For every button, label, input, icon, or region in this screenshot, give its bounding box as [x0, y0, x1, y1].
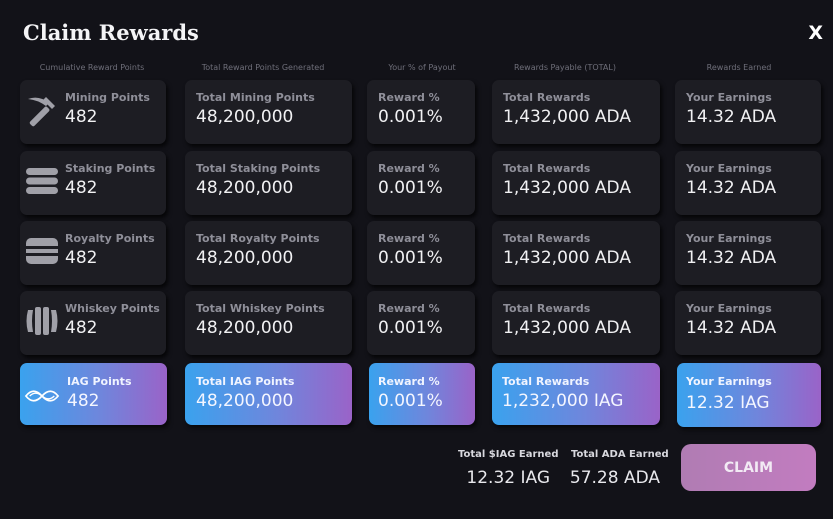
reward-percent-label: Reward %: [378, 302, 440, 315]
royalty-points-card: Royalty Points 482: [20, 221, 166, 285]
whiskey-earnings-card: Your Earnings 14.32 ADA: [675, 291, 821, 355]
earnings-label: Your Earnings: [686, 232, 772, 245]
iag-logo-icon: [24, 378, 60, 414]
staking-total-rewards-card: Total Rewards 1,432,000 ADA: [492, 151, 660, 215]
reward-percent-label: Reward %: [378, 91, 440, 104]
total-rewards-value: 1,432,000 ADA: [503, 248, 631, 268]
barrel-icon: [24, 303, 60, 339]
total-points-value: 48,200,000: [196, 178, 294, 198]
reward-percent-value: 0.001%: [378, 107, 443, 127]
column-header-rewards-payable: Rewards Payable (TOTAL): [514, 63, 616, 72]
points-value: 482: [65, 107, 98, 127]
claim-button[interactable]: CLAIM: [681, 444, 816, 491]
reward-percent-value: 0.001%: [378, 178, 443, 198]
total-rewards-value: 1,432,000 ADA: [503, 318, 631, 338]
total-iag-earned-value: 12.32 IAG: [466, 468, 550, 488]
total-ada-earned-label: Total ADA Earned: [571, 449, 669, 460]
mining-earnings-card: Your Earnings 14.32 ADA: [675, 80, 821, 144]
reward-percent-label: Reward %: [378, 162, 440, 175]
reward-percent-value: 0.001%: [378, 391, 443, 411]
total-points-value: 48,200,000: [196, 107, 294, 127]
pickaxe-icon: [24, 92, 60, 128]
earnings-value: 14.32 ADA: [686, 318, 777, 338]
total-iag-earned-label: Total $IAG Earned: [458, 449, 559, 460]
total-rewards-value: 1,232,000 IAG: [502, 391, 624, 411]
points-label: Whiskey Points: [65, 302, 160, 315]
staking-earnings-card: Your Earnings 14.32 ADA: [675, 151, 821, 215]
points-label: IAG Points: [67, 375, 132, 388]
total-rewards-label: Total Rewards: [503, 302, 591, 315]
total-rewards-label: Total Rewards: [502, 375, 590, 388]
total-points-value: 48,200,000: [196, 318, 294, 338]
points-label: Staking Points: [65, 162, 156, 175]
total-royalty-points-card: Total Royalty Points 48,200,000: [185, 221, 352, 285]
earnings-value: 12.32 IAG: [686, 393, 770, 413]
total-points-value: 48,200,000: [196, 248, 294, 268]
total-points-label: Total Whiskey Points: [196, 302, 325, 315]
total-staking-points-card: Total Staking Points 48,200,000: [185, 151, 352, 215]
points-value: 482: [65, 248, 98, 268]
total-points-label: Total Mining Points: [196, 91, 315, 104]
earnings-value: 14.32 ADA: [686, 107, 777, 127]
mining-reward-percent-card: Reward % 0.001%: [367, 80, 475, 144]
points-label: Mining Points: [65, 91, 150, 104]
reward-percent-label: Reward %: [378, 232, 440, 245]
total-points-label: Total IAG Points: [196, 375, 295, 388]
close-button[interactable]: X: [808, 22, 823, 44]
iag-points-card: IAG Points 482: [20, 363, 167, 425]
earnings-label: Your Earnings: [686, 91, 772, 104]
whiskey-total-rewards-card: Total Rewards 1,432,000 ADA: [492, 291, 660, 355]
total-whiskey-points-card: Total Whiskey Points 48,200,000: [185, 291, 352, 355]
earnings-label: Your Earnings: [686, 302, 772, 315]
total-rewards-label: Total Rewards: [503, 232, 591, 245]
total-points-value: 48,200,000: [196, 391, 294, 411]
iag-reward-percent-card: Reward % 0.001%: [369, 363, 475, 425]
mining-points-card: Mining Points 482: [20, 80, 166, 144]
reward-percent-value: 0.001%: [378, 248, 443, 268]
total-ada-earned-value: 57.28 ADA: [569, 468, 660, 488]
total-points-label: Total Staking Points: [196, 162, 321, 175]
mining-total-rewards-card: Total Rewards 1,432,000 ADA: [492, 80, 660, 144]
points-value: 482: [65, 178, 98, 198]
royalty-reward-percent-card: Reward % 0.001%: [367, 221, 475, 285]
iag-earnings-card: Your Earnings 12.32 IAG: [677, 363, 821, 427]
modal-title: Claim Rewards: [23, 20, 199, 45]
whiskey-reward-percent-card: Reward % 0.001%: [367, 291, 475, 355]
column-header-cumulative-points: Cumulative Reward Points: [39, 63, 145, 72]
total-rewards-label: Total Rewards: [503, 162, 591, 175]
total-rewards-value: 1,432,000 ADA: [503, 107, 631, 127]
total-mining-points-card: Total Mining Points 48,200,000: [185, 80, 352, 144]
total-rewards-value: 1,432,000 ADA: [503, 178, 631, 198]
reward-percent-label: Reward %: [378, 375, 440, 388]
total-iag-points-card: Total IAG Points 48,200,000: [185, 363, 352, 425]
royalty-total-rewards-card: Total Rewards 1,432,000 ADA: [492, 221, 660, 285]
column-header-payout-percent: Your % of Payout: [388, 63, 456, 72]
stack-icon: [24, 163, 60, 199]
royalty-earnings-card: Your Earnings 14.32 ADA: [675, 221, 821, 285]
column-header-rewards-earned: Rewards Earned: [706, 63, 772, 72]
points-value: 482: [67, 391, 100, 411]
earnings-value: 14.32 ADA: [686, 248, 777, 268]
earnings-label: Your Earnings: [686, 162, 772, 175]
column-header-total-points: Total Reward Points Generated: [201, 63, 325, 72]
total-points-label: Total Royalty Points: [196, 232, 320, 245]
wallet-icon: [24, 233, 60, 269]
points-label: Royalty Points: [65, 232, 155, 245]
staking-points-card: Staking Points 482: [20, 151, 166, 215]
total-rewards-label: Total Rewards: [503, 91, 591, 104]
points-value: 482: [65, 318, 98, 338]
iag-total-rewards-card: Total Rewards 1,232,000 IAG: [492, 363, 660, 425]
reward-percent-value: 0.001%: [378, 318, 443, 338]
earnings-label: Your Earnings: [686, 375, 772, 388]
earnings-value: 14.32 ADA: [686, 178, 777, 198]
staking-reward-percent-card: Reward % 0.001%: [367, 151, 475, 215]
whiskey-points-card: Whiskey Points 482: [20, 291, 166, 355]
